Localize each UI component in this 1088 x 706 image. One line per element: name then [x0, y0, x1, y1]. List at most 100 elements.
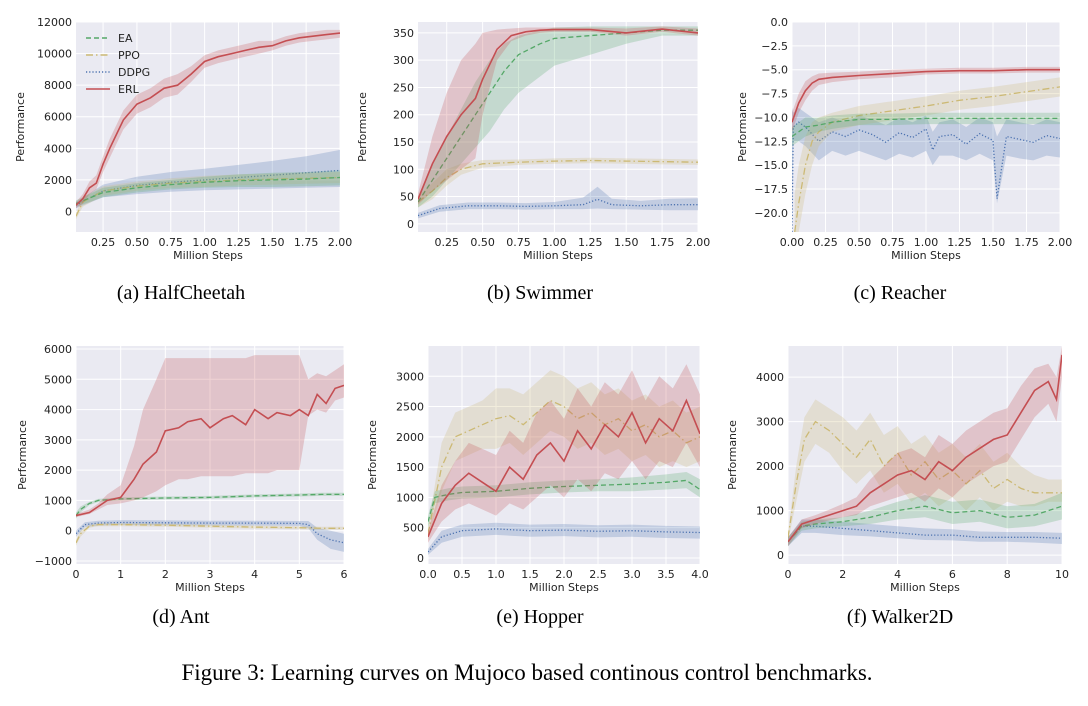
y-tick-label: 0	[417, 552, 424, 565]
y-tick-label: 2000	[44, 464, 72, 477]
y-tick-label: −15.0	[754, 159, 788, 172]
x-tick-label: 0.50	[847, 236, 872, 249]
confidence-band-ddpg	[792, 107, 1060, 232]
confidence-band-ppo	[418, 157, 698, 208]
x-tick-label: 4	[251, 568, 258, 581]
y-tick-label: 1000	[396, 491, 424, 504]
series-line-ddpg	[788, 525, 1062, 543]
y-tick-label: 12000	[37, 16, 72, 29]
series-line-erl	[418, 28, 698, 200]
confidence-band-ea	[76, 492, 344, 519]
y-tick-label: 0	[407, 218, 414, 231]
confidence-band-ddpg	[76, 149, 340, 209]
series-group	[788, 346, 1062, 547]
y-tick-label: 1500	[396, 461, 424, 474]
x-tick-label: 1.25	[578, 236, 603, 249]
y-tick-label: −12.5	[754, 135, 788, 148]
x-tick-label: 5	[296, 568, 303, 581]
x-tick-label: 1	[117, 568, 124, 581]
confidence-band-ea	[788, 492, 1062, 547]
y-tick-label: 4000	[44, 404, 72, 417]
x-tick-label: 1.25	[947, 236, 972, 249]
subfigure-caption: (e) Hopper	[496, 606, 584, 628]
series-line-erl	[428, 398, 700, 538]
chart-panel: 0.25 0.50 0.75 1.00 1.25 1.50 1.75 2.00 0 50 100 15…	[356, 22, 710, 304]
chart-panel: 0.00 0.25 0.50 0.75 1.00 1.25 1.50 1.75 2.00 0.0 −…	[736, 16, 1072, 304]
x-tick-label: 2	[162, 568, 169, 581]
y-tick-label: 8000	[44, 79, 72, 92]
x-tick-label: 1.50	[260, 236, 285, 249]
panels-layer: 0.25 0.50 0.75 1.00 1.25 1.50 1.75 2.0002000400…	[14, 16, 1072, 628]
confidence-band-erl	[76, 355, 344, 518]
series-group	[792, 66, 1060, 232]
chart-panel: 0 2 4 6 8 10 0 1000 2000 3000 4000 Million Steps Per…	[726, 346, 1069, 628]
x-tick-label: 0.75	[159, 236, 184, 249]
x-tick-label: 1.00	[914, 236, 939, 249]
x-axis-label: Million Steps	[523, 249, 593, 262]
chart-panel: 0 1 2 3 4 5 6−10000100020003000400050006000Mil…	[16, 343, 348, 628]
y-tick-label: 3000	[756, 416, 784, 429]
x-axis-label: Million Steps	[173, 249, 243, 262]
series-line-ea	[792, 117, 1060, 138]
y-tick-label: 0.0	[771, 16, 789, 29]
confidence-band-ddpg	[788, 519, 1062, 547]
x-axis-label: Million Steps	[891, 249, 961, 262]
y-tick-label: 500	[403, 522, 424, 535]
series-line-erl	[76, 384, 344, 517]
y-tick-label: 0	[777, 549, 784, 562]
confidence-band-ppo	[788, 399, 1062, 542]
x-axis-label: Million Steps	[529, 581, 599, 594]
subfigure-caption: (b) Swimmer	[487, 282, 593, 304]
confidence-band-erl	[418, 26, 698, 205]
series-line-erl	[792, 68, 1060, 123]
y-tick-label: 100	[393, 163, 414, 176]
series-line-ddpg	[418, 198, 698, 217]
confidence-band-erl	[428, 364, 700, 543]
x-tick-label: 0.50	[125, 236, 150, 249]
x-tick-label: 2.00	[1048, 236, 1073, 249]
y-tick-label: 300	[393, 54, 414, 67]
legend-label-ddpg: DDPG	[118, 66, 150, 79]
y-axis-label: Performance	[366, 420, 379, 490]
chart-panel: 0.0 0.5 1.0 1.5 2.0 2.5 3.0 3.5 4.0 0 500 1000 1500 2…	[366, 346, 709, 628]
confidence-band-ddpg	[76, 520, 344, 552]
series-line-ea	[76, 176, 340, 205]
y-tick-label: 10000	[37, 48, 72, 61]
y-tick-label: 2000	[756, 460, 784, 473]
legend: EA PPO DDPG ERL	[86, 32, 150, 96]
x-tick-label: 1.00	[542, 236, 567, 249]
subfigure-caption: (d) Ant	[152, 606, 210, 628]
y-tick-label: 150	[393, 136, 414, 149]
y-tick-label: −7.5	[761, 88, 788, 101]
series-group	[76, 29, 340, 220]
confidence-band-ppo	[76, 172, 340, 220]
confidence-band-ea	[792, 112, 1060, 147]
y-tick-label: −17.5	[754, 183, 788, 196]
y-tick-label: −10.0	[754, 111, 788, 124]
subfigure-caption: (f) Walker2D	[847, 606, 953, 628]
series-line-ppo	[418, 159, 698, 203]
x-tick-label: 0.75	[506, 236, 531, 249]
x-tick-label: 1.5	[521, 568, 539, 581]
series-line-ppo	[794, 86, 1060, 232]
x-tick-label: 3.5	[657, 568, 675, 581]
series-line-ea	[428, 479, 700, 522]
y-tick-label: 4000	[756, 371, 784, 384]
confidence-band-ddpg	[418, 186, 698, 219]
y-tick-label: −5.0	[761, 64, 788, 77]
x-tick-label: 8	[1004, 568, 1011, 581]
series-line-ea	[788, 505, 1062, 543]
series-line-ea	[418, 29, 698, 203]
y-tick-label: 0	[65, 205, 72, 218]
chart-panel: 0.25 0.50 0.75 1.00 1.25 1.50 1.75 2.00 0 2000 400…	[14, 16, 352, 304]
x-tick-label: 0	[73, 568, 80, 581]
y-tick-label: 5000	[44, 373, 72, 386]
legend-label-erl: ERL	[118, 83, 140, 96]
x-tick-label: 2.00	[686, 236, 711, 249]
x-tick-label: 1.75	[294, 236, 319, 249]
y-tick-label: −1000	[35, 555, 72, 568]
x-tick-label: 1.00	[192, 236, 217, 249]
y-tick-label: 2000	[396, 431, 424, 444]
y-tick-label: 1000	[44, 494, 72, 507]
